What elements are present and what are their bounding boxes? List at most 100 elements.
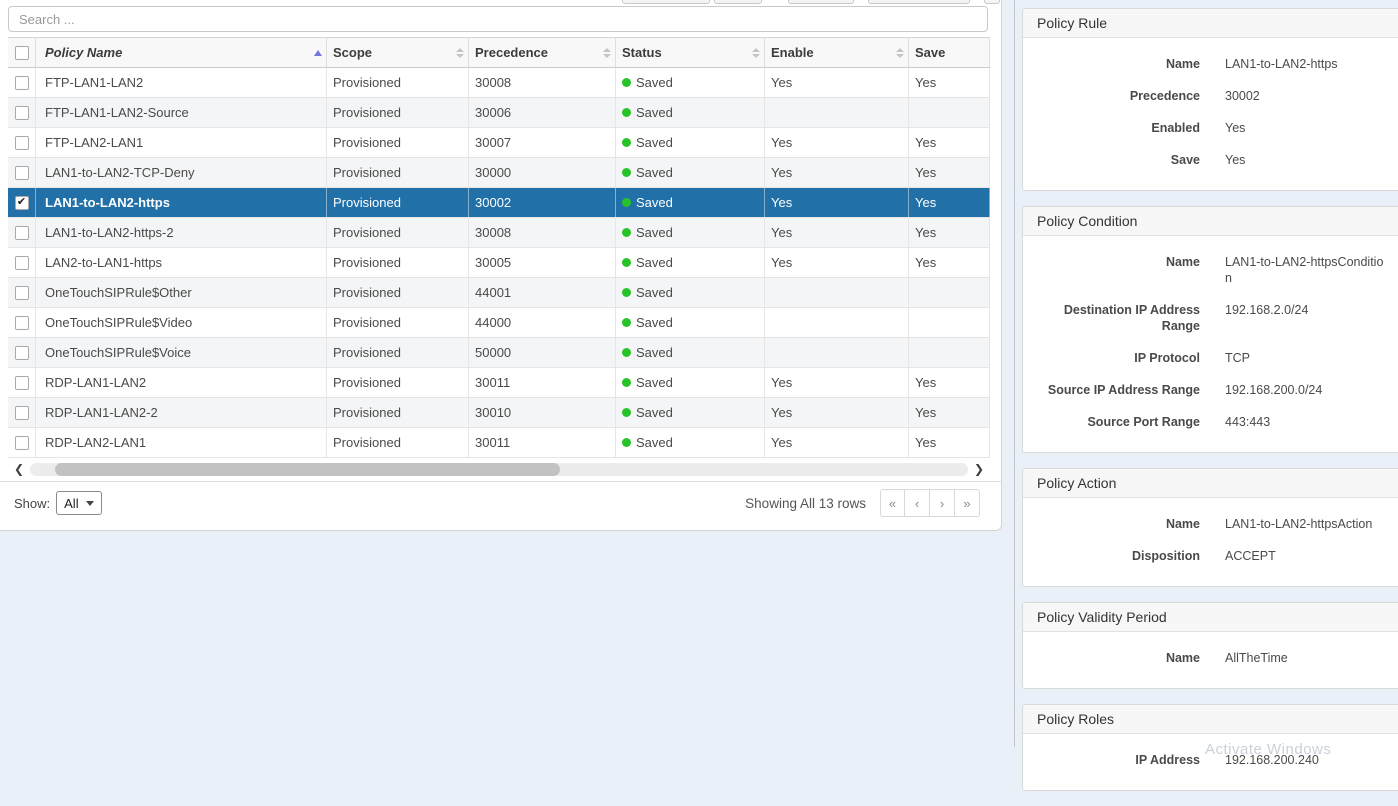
- row-checkbox[interactable]: [14, 135, 29, 150]
- row-checkbox[interactable]: ✔: [14, 195, 29, 210]
- cell-scope: Provisioned: [327, 338, 469, 367]
- column-header-status[interactable]: Status: [616, 38, 765, 67]
- table-row[interactable]: ✔ LAN1-to-LAN2-https Provisioned 30002 Saved…: [8, 188, 990, 218]
- scrollbar-thumb[interactable]: [55, 462, 560, 476]
- sort-up-icon: [456, 47, 464, 52]
- scroll-left-icon[interactable]: ❮: [13, 462, 25, 476]
- status-text: Saved: [636, 255, 673, 270]
- cell-save: [909, 98, 990, 127]
- cell-name: OneTouchSIPRule$Other: [36, 278, 327, 307]
- column-header-save[interactable]: Save: [909, 38, 990, 67]
- table-row[interactable]: OneTouchSIPRule$Other Provisioned 44001 Sav…: [8, 278, 990, 308]
- toolbar-button-cutoff[interactable]: [622, 0, 710, 4]
- table-row[interactable]: FTP-LAN1-LAN2 Provisioned 30008 Saved Yes Yes: [8, 68, 990, 98]
- cell-enable: Yes: [765, 128, 909, 157]
- status-dot-icon: [622, 318, 631, 327]
- toolbar-button-cutoff[interactable]: [714, 0, 762, 4]
- policy-details-panel: Policy Rule Name LAN1-to-LAN2-https Precede…: [1022, 8, 1398, 806]
- table-row[interactable]: RDP-LAN1-LAN2-2 Provisioned 30010 Saved Yes Y…: [8, 398, 990, 428]
- next-page-button[interactable]: ›: [930, 489, 955, 517]
- last-page-button[interactable]: »: [955, 489, 980, 517]
- previous-page-button[interactable]: ‹: [905, 489, 930, 517]
- cell-precedence: 30008: [469, 68, 616, 97]
- section-card: Policy Action Name LAN1-to-LAN2-httpsActio…: [1022, 468, 1398, 587]
- cell-enable: Yes: [765, 398, 909, 427]
- toolbar-button-cutoff[interactable]: [788, 0, 854, 4]
- table-row[interactable]: LAN1-to-LAN2-https-2 Provisioned 30008 Save…: [8, 218, 990, 248]
- row-checkbox[interactable]: [14, 225, 29, 240]
- toolbar-button-cutoff[interactable]: [984, 0, 1000, 4]
- row-checkbox[interactable]: [14, 105, 29, 120]
- cell-status: Saved: [616, 428, 765, 457]
- table-body: FTP-LAN1-LAN2 Provisioned 30008 Saved Yes Yes…: [8, 68, 990, 458]
- table-row[interactable]: FTP-LAN2-LAN1 Provisioned 30007 Saved Yes Yes: [8, 128, 990, 158]
- cell-precedence: 30007: [469, 128, 616, 157]
- section-body: Name LAN1-to-LAN2-httpsAction Disposition A…: [1023, 498, 1398, 586]
- cell-precedence: 30006: [469, 98, 616, 127]
- row-checkbox[interactable]: [14, 285, 29, 300]
- cell-status: Saved: [616, 278, 765, 307]
- row-checkbox[interactable]: [14, 165, 29, 180]
- row-checkbox[interactable]: [14, 345, 29, 360]
- row-checkbox[interactable]: [14, 255, 29, 270]
- row-checkbox[interactable]: [14, 315, 29, 330]
- toolbar-button-cutoff[interactable]: [868, 0, 970, 4]
- status-dot-icon: [622, 378, 631, 387]
- status-dot-icon: [622, 258, 631, 267]
- table-row[interactable]: LAN1-to-LAN2-TCP-Deny Provisioned 30000 Sav…: [8, 158, 990, 188]
- cell-status: Saved: [616, 218, 765, 247]
- search-input[interactable]: [8, 6, 988, 32]
- detail-row: Enabled Yes: [1037, 112, 1388, 144]
- detail-value: LAN1-to-LAN2-httpsCondition: [1225, 255, 1384, 285]
- status-text: Saved: [636, 345, 673, 360]
- detail-value: 192.168.2.0/24: [1225, 303, 1309, 317]
- table-row[interactable]: OneTouchSIPRule$Video Provisioned 44000 Sav…: [8, 308, 990, 338]
- detail-value: AllTheTime: [1225, 651, 1288, 665]
- column-header-label: Save: [915, 45, 946, 60]
- detail-row: Name AllTheTime: [1037, 642, 1388, 674]
- cell-status: Saved: [616, 308, 765, 337]
- cell-status: Saved: [616, 68, 765, 97]
- row-checkbox-cell: [8, 68, 36, 97]
- select-all-checkbox[interactable]: [14, 45, 29, 60]
- page-size-select[interactable]: All: [56, 491, 102, 515]
- cell-precedence: 30005: [469, 248, 616, 277]
- status-dot-icon: [622, 198, 631, 207]
- cell-save: Yes: [909, 248, 990, 277]
- row-checkbox[interactable]: [14, 405, 29, 420]
- scroll-right-icon[interactable]: ❯: [973, 462, 985, 476]
- cell-precedence: 50000: [469, 338, 616, 367]
- column-header-label: Enable: [771, 45, 814, 60]
- table-row[interactable]: RDP-LAN1-LAN2 Provisioned 30011 Saved Yes Yes: [8, 368, 990, 398]
- chevron-down-icon: [85, 500, 94, 506]
- column-header-precedence[interactable]: Precedence: [469, 38, 616, 67]
- detail-row: IP Protocol TCP: [1037, 342, 1388, 374]
- cell-precedence: 30011: [469, 368, 616, 397]
- first-page-button[interactable]: «: [880, 489, 905, 517]
- cell-status: Saved: [616, 398, 765, 427]
- row-checkbox[interactable]: [14, 75, 29, 90]
- table-row[interactable]: FTP-LAN1-LAN2-Source Provisioned 30006 Save…: [8, 98, 990, 128]
- scrollbar-track[interactable]: [30, 462, 968, 476]
- row-checkbox[interactable]: [14, 375, 29, 390]
- detail-value: Yes: [1225, 153, 1246, 167]
- table-row[interactable]: LAN2-to-LAN1-https Provisioned 30005 Saved Y…: [8, 248, 990, 278]
- section-title: Policy Action: [1023, 469, 1398, 498]
- table-row[interactable]: OneTouchSIPRule$Voice Provisioned 50000 Sav…: [8, 338, 990, 368]
- cell-enable: [765, 308, 909, 337]
- table-row[interactable]: RDP-LAN2-LAN1 Provisioned 30011 Saved Yes Yes: [8, 428, 990, 458]
- detail-label: Save: [1170, 153, 1200, 167]
- panel-divider[interactable]: [1014, 0, 1015, 747]
- detail-row: Save Yes: [1037, 144, 1388, 176]
- cell-enable: Yes: [765, 68, 909, 97]
- row-checkbox-cell: [8, 278, 36, 307]
- column-header-enable[interactable]: Enable: [765, 38, 909, 67]
- cell-enable: [765, 338, 909, 367]
- row-checkbox[interactable]: [14, 435, 29, 450]
- column-header-scope[interactable]: Scope: [327, 38, 469, 67]
- cell-scope: Provisioned: [327, 248, 469, 277]
- cell-name: FTP-LAN1-LAN2: [36, 68, 327, 97]
- column-header-policy-name[interactable]: Policy Name: [36, 38, 327, 67]
- detail-label: Source Port Range: [1087, 415, 1200, 429]
- status-text: Saved: [636, 225, 673, 240]
